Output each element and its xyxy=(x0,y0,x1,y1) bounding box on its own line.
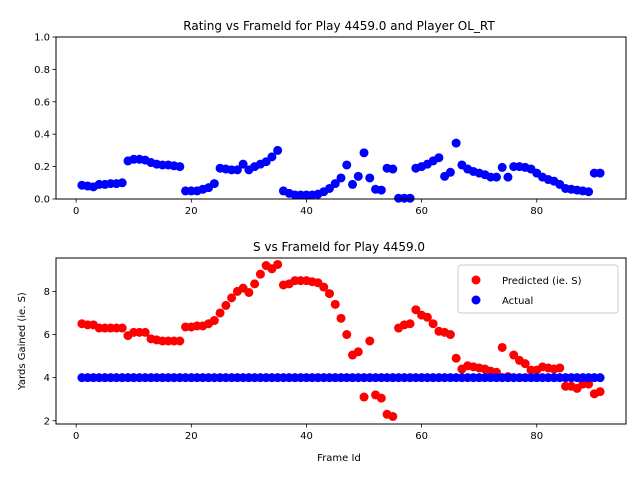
x-tick-label: 80 xyxy=(530,206,543,217)
legend-marker-actual xyxy=(472,296,481,305)
y-tick-label: 4 xyxy=(44,373,50,384)
data-point xyxy=(429,319,438,328)
series-1 xyxy=(77,373,604,382)
data-point xyxy=(377,186,386,195)
data-point xyxy=(348,180,357,189)
y-tick-label: 8 xyxy=(44,287,50,298)
data-point xyxy=(446,330,455,339)
chart-title: Rating vs FrameId for Play 4459.0 and Pl… xyxy=(183,19,495,33)
y-tick-label: 0.2 xyxy=(34,162,50,173)
data-point xyxy=(365,173,374,182)
data-point xyxy=(434,153,443,162)
data-point xyxy=(360,148,369,157)
data-point xyxy=(388,412,397,421)
y-tick-label: 2 xyxy=(44,416,50,427)
data-point xyxy=(498,343,507,352)
x-tick-label: 20 xyxy=(185,431,198,442)
data-point xyxy=(175,162,184,171)
x-tick-label: 40 xyxy=(300,206,313,217)
data-point xyxy=(244,288,253,297)
chart-title: S vs FrameId for Play 4459.0 xyxy=(253,240,425,254)
x-tick-label: 60 xyxy=(415,206,428,217)
legend-marker-predicted xyxy=(472,276,481,285)
data-point xyxy=(175,337,184,346)
y-tick-label: 0.8 xyxy=(34,65,50,76)
data-point xyxy=(118,178,127,187)
y-tick-label: 1.0 xyxy=(34,33,50,44)
data-point xyxy=(498,163,507,172)
data-point xyxy=(256,270,265,279)
data-point xyxy=(210,316,219,325)
data-point xyxy=(596,373,605,382)
y-tick-label: 0.0 xyxy=(34,195,50,206)
legend: Predicted (ie. S) Actual xyxy=(458,265,618,313)
data-point xyxy=(354,347,363,356)
legend-label-predicted: Predicted (ie. S) xyxy=(502,276,582,287)
data-point xyxy=(118,324,127,333)
x-tick-label: 0 xyxy=(73,206,79,217)
x-tick-label: 60 xyxy=(415,431,428,442)
data-point xyxy=(377,394,386,403)
x-tick-label: 20 xyxy=(185,206,198,217)
data-point xyxy=(452,139,461,148)
data-point xyxy=(273,146,282,155)
data-point xyxy=(354,172,363,181)
legend-label-actual: Actual xyxy=(502,296,533,307)
data-point xyxy=(342,160,351,169)
data-point xyxy=(596,387,605,396)
data-point xyxy=(221,301,230,310)
data-point xyxy=(596,169,605,178)
x-tick-label: 40 xyxy=(300,431,313,442)
data-point xyxy=(250,279,259,288)
data-point xyxy=(406,194,415,203)
y-tick-label: 0.4 xyxy=(34,130,50,141)
x-tick-label: 80 xyxy=(530,431,543,442)
data-point xyxy=(446,168,455,177)
legend-box xyxy=(458,265,618,313)
data-point xyxy=(492,173,501,182)
data-point xyxy=(331,300,340,309)
data-point xyxy=(210,179,219,188)
data-point xyxy=(337,173,346,182)
data-point xyxy=(584,187,593,196)
data-point xyxy=(388,165,397,174)
data-point xyxy=(216,308,225,317)
y-tick-label: 6 xyxy=(44,330,50,341)
y-axis-label: Yards Gained (ie. S) xyxy=(17,292,28,391)
data-point xyxy=(273,260,282,269)
data-point xyxy=(325,289,334,298)
x-axis-label: Frame Id xyxy=(317,453,361,464)
data-point xyxy=(360,393,369,402)
y-tick-label: 0.6 xyxy=(34,97,50,108)
data-point xyxy=(342,330,351,339)
data-point xyxy=(337,314,346,323)
data-point xyxy=(406,319,415,328)
x-tick-label: 0 xyxy=(73,431,79,442)
data-point xyxy=(452,354,461,363)
data-point xyxy=(503,173,512,182)
data-point xyxy=(365,337,374,346)
data-point xyxy=(555,363,564,372)
